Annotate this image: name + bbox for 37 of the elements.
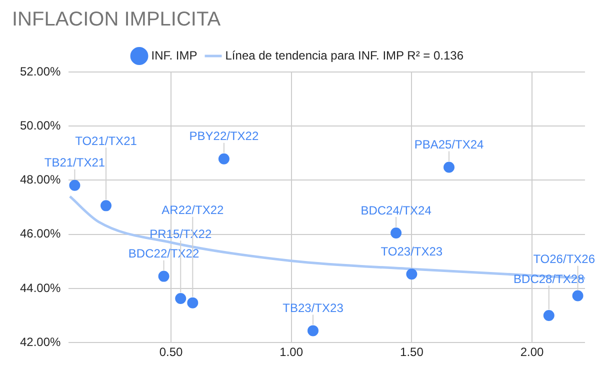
annotation: TO23/TX23 xyxy=(380,244,443,258)
point xyxy=(187,297,198,308)
annotation: TO26/TX26 xyxy=(533,252,596,266)
annotation: AR22/TX22 xyxy=(162,203,224,218)
point xyxy=(406,268,418,280)
annotation: BDC22/TX22 xyxy=(128,246,200,261)
x-tick-label: 0.50 xyxy=(159,345,183,360)
point xyxy=(308,325,319,336)
x-tick-label: 1.50 xyxy=(400,345,424,360)
annotation: TB23/TX23 xyxy=(282,301,344,316)
y-tick-label: 52.00% xyxy=(20,64,62,78)
annotation: TB21/TX21 xyxy=(44,156,106,170)
annotation: BDC24/TX24 xyxy=(360,203,432,218)
annotation: PR15/TX22 xyxy=(150,226,212,241)
y-tick-label: 42.00% xyxy=(20,334,62,349)
point xyxy=(543,310,554,322)
legend-label: Línea de tendencia para INF. IMP R² = 0.136 xyxy=(225,48,464,62)
point xyxy=(390,228,402,239)
y-tick-label: 44.00% xyxy=(20,280,62,295)
chart-title: INFLACION IMPLICITA xyxy=(12,8,222,31)
point xyxy=(572,290,584,302)
point xyxy=(218,153,230,164)
y-tick-label: 50.00% xyxy=(20,118,62,132)
y-tick-label: 46.00% xyxy=(20,226,62,241)
x-tick-label: 2.00 xyxy=(520,345,544,360)
point xyxy=(69,180,80,191)
annotation: PBY22/TX22 xyxy=(189,129,259,144)
annotation: PBA25/TX24 xyxy=(414,138,484,152)
annotation: TO21/TX21 xyxy=(75,134,138,148)
point xyxy=(175,292,186,304)
point xyxy=(444,162,455,173)
y-tick-label: 48.00% xyxy=(20,172,62,187)
x-tick-label: 1.00 xyxy=(280,345,304,360)
annotation: BDC28/TX28 xyxy=(514,272,585,286)
point xyxy=(158,270,170,282)
point xyxy=(100,200,112,212)
legend-label: INF. IMP xyxy=(151,48,198,62)
